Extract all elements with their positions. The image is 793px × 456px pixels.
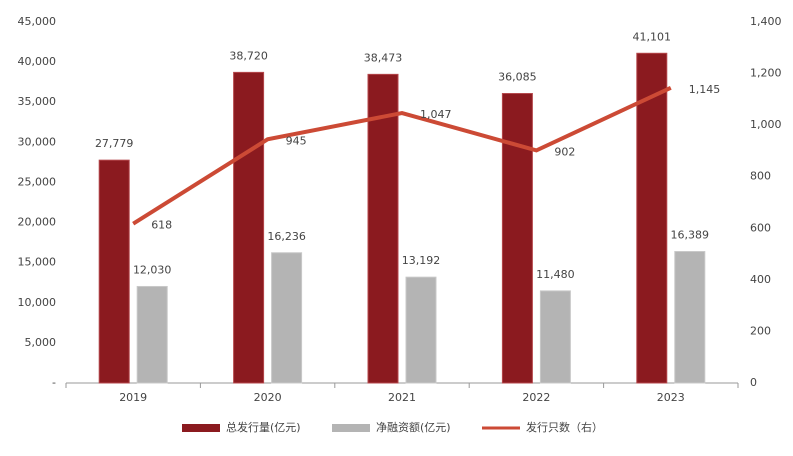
y-tick-label: 35,000 (18, 95, 57, 108)
legend-label: 净融资额(亿元) (376, 420, 451, 434)
y-tick-label: 40,000 (18, 55, 57, 68)
legend-label: 总发行量(亿元) (226, 420, 301, 434)
x-tick-label: 2022 (522, 391, 550, 404)
y2-tick-label: 400 (750, 273, 771, 286)
legend-swatch (332, 424, 370, 432)
y-tick-label: 25,000 (18, 175, 57, 188)
bar (233, 71, 265, 384)
y2-tick-label: 1,000 (750, 118, 782, 131)
value-label: 1,145 (689, 83, 721, 96)
y-tick-label: - (52, 376, 56, 389)
bar (539, 290, 571, 384)
x-tick-label: 2020 (254, 391, 282, 404)
value-label: 902 (554, 145, 575, 158)
y-tick-label: 10,000 (18, 296, 57, 309)
value-label: 16,236 (267, 230, 306, 243)
legend-label: 发行只数（右） (526, 420, 603, 434)
value-label: 1,047 (420, 108, 452, 121)
value-label: 12,030 (133, 263, 172, 276)
y2-tick-label: 800 (750, 170, 771, 183)
y-tick-label: 15,000 (18, 256, 57, 269)
value-label: 27,779 (95, 137, 134, 150)
y-tick-label: 5,000 (25, 336, 57, 349)
bar (674, 251, 706, 384)
legend-swatch (182, 424, 220, 432)
bar (405, 276, 437, 384)
value-label: 945 (286, 134, 307, 147)
bar (271, 252, 303, 384)
x-tick-label: 2021 (388, 391, 416, 404)
bar (367, 73, 399, 384)
x-tick-label: 2019 (119, 391, 147, 404)
x-tick-label: 2023 (657, 391, 685, 404)
y2-tick-label: 200 (750, 324, 771, 337)
y-tick-label: 45,000 (18, 15, 57, 28)
y2-tick-label: 0 (750, 376, 757, 389)
value-label: 38,720 (229, 49, 268, 62)
bar (136, 285, 168, 384)
y2-tick-label: 1,200 (750, 67, 782, 80)
y2-tick-label: 600 (750, 221, 771, 234)
y2-tick-label: 1,400 (750, 15, 782, 28)
value-label: 16,389 (671, 229, 710, 242)
bar (501, 93, 533, 384)
y-tick-label: 20,000 (18, 216, 57, 229)
value-label: 11,480 (536, 268, 575, 281)
value-label: 13,192 (402, 254, 441, 267)
line (132, 85, 672, 226)
bar (98, 159, 130, 384)
value-label: 36,085 (498, 71, 537, 84)
y-tick-label: 30,000 (18, 135, 57, 148)
value-label: 618 (151, 219, 172, 232)
value-label: 38,473 (364, 51, 403, 64)
bar (636, 52, 668, 384)
value-label: 41,101 (633, 30, 672, 43)
